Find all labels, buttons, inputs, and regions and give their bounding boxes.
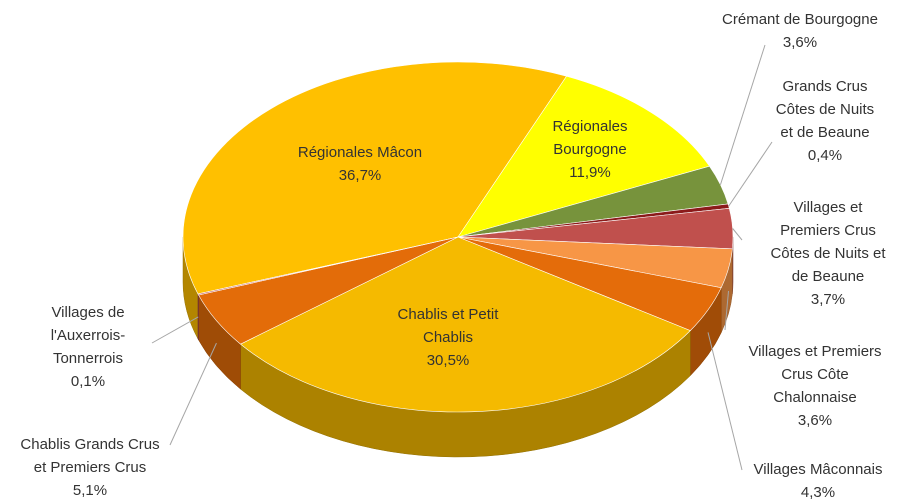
label-line: Villages et xyxy=(794,199,864,216)
label-line: Bourgogne xyxy=(553,141,626,158)
data-label: Régionales Bourgogne xyxy=(552,118,627,158)
data-label: Villages Mâconnais xyxy=(754,461,883,478)
slice xyxy=(182,61,568,295)
label-line: Villages Mâconnais xyxy=(754,461,883,478)
label-line: Crus Côte xyxy=(781,366,849,383)
data-label: Régionales Mâcon xyxy=(298,144,422,161)
label-line: Premiers Crus xyxy=(780,222,876,239)
value-label: 36,7% xyxy=(339,167,382,184)
label-line: Tonnerrois xyxy=(53,350,123,367)
slice xyxy=(197,236,459,296)
leader-line xyxy=(707,332,743,471)
label-line: l'Auxerrois- xyxy=(51,327,126,344)
leader-line xyxy=(724,290,730,331)
label-line: Côtes de Nuits et xyxy=(770,245,886,262)
value-label: 3,6% xyxy=(783,34,817,51)
label-line: Régionales xyxy=(552,118,627,135)
data-label: Villages et Premiers Crus Côtes de Nuits e… xyxy=(770,199,886,285)
label-line: Chablis et Petit xyxy=(398,306,500,323)
value-label: 0,4% xyxy=(808,147,842,164)
value-label: 4,3% xyxy=(801,484,835,501)
label-line: Villages de xyxy=(51,304,124,321)
label-line: Chalonnaise xyxy=(773,389,856,406)
label-line: Villages et Premiers xyxy=(748,343,881,360)
leader-line xyxy=(728,141,773,207)
value-label: 3,7% xyxy=(811,291,845,308)
label-line: et de Beaune xyxy=(780,124,869,141)
data-label: Crémant de Bourgogne xyxy=(722,11,878,28)
leader-line xyxy=(732,228,743,241)
label-line: Crémant de Bourgogne xyxy=(722,11,878,28)
data-label: Villages de l'Auxerrois- Tonnerrois xyxy=(51,304,126,367)
leader-line xyxy=(719,44,766,185)
data-label: Chablis et Petit Chablis xyxy=(398,306,500,346)
label-line: Côtes de Nuits xyxy=(776,101,874,118)
label-line: et Premiers Crus xyxy=(34,459,147,476)
leader-line xyxy=(151,316,199,344)
value-label: 5,1% xyxy=(73,482,107,499)
label-line: Régionales Mâcon xyxy=(298,144,422,161)
slice xyxy=(457,75,710,238)
label-line: Chablis xyxy=(423,329,473,346)
data-label: Chablis Grands Crus et Premiers Crus xyxy=(20,436,159,476)
label-line: de Beaune xyxy=(792,268,865,285)
value-label: 11,9% xyxy=(569,164,610,181)
value-label: 0,1% xyxy=(71,373,105,390)
value-label: 3,6% xyxy=(798,412,832,429)
label-line: Chablis Grands Crus xyxy=(20,436,159,453)
data-label: Villages et Premiers Crus Côte Chalonnaise xyxy=(748,343,881,406)
value-label: 30,5% xyxy=(427,352,470,369)
label-line: Grands Crus xyxy=(782,78,867,95)
data-label: Grands Crus Côtes de Nuits et de Beaune xyxy=(776,78,874,141)
slice xyxy=(239,236,691,413)
leader-line xyxy=(169,342,217,446)
